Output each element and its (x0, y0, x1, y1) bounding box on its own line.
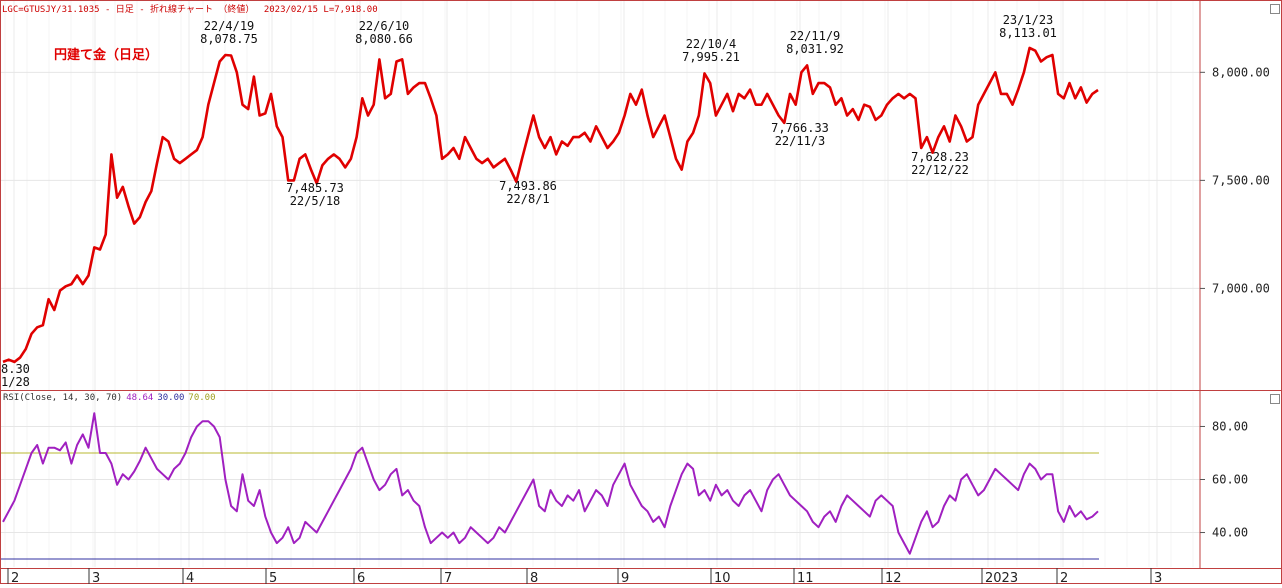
x-tick-label: 9 (621, 571, 629, 584)
annotation-date: 23/1/23 (1003, 13, 1054, 27)
top-scroll-button[interactable] (1270, 4, 1280, 14)
edge-label-date: 1/28 (1, 375, 30, 389)
x-tick-label: 3 (92, 571, 100, 584)
y-tick-label: 80.00 (1212, 419, 1248, 433)
y-tick-label: 40.00 (1212, 526, 1248, 540)
annotation-date: 22/6/10 (359, 19, 410, 33)
annotation-value: 7,493.86 (499, 179, 557, 193)
rsi-legend-low: 30.00 (157, 393, 185, 403)
x-tick-label: 2023 (985, 571, 1018, 584)
x-tick-label: 8 (530, 571, 538, 584)
annotation-value: 8,078.75 (200, 32, 258, 46)
chart-header: LGC=GTUSJY/31.1035 - 日足 - 折れ線チャート （終値） 2… (2, 2, 378, 15)
x-tick-label: 12 (885, 571, 902, 584)
annotation-date: 22/8/1 (506, 192, 549, 206)
y-tick-label: 8,000.00 (1212, 65, 1270, 79)
description-label: - 日足 - 折れ線チャート （終値） (104, 5, 255, 15)
series-lines (2, 46, 1099, 555)
annotation-value: 7,485.73 (286, 181, 344, 195)
rsi-legend: RSI(Close, 14, 30, 70) 48.64 30.00 70.00 (3, 393, 220, 403)
x-tick-label: 4 (186, 571, 194, 584)
x-tick-label: 10 (714, 571, 731, 584)
x-tick-label: 5 (269, 571, 277, 584)
annotation-date: 22/4/19 (204, 19, 255, 33)
rsi-legend-high: 70.00 (188, 393, 216, 403)
y-axis-labels: 8,000.00 7,500.00 7,000.00 80.00 60.00 40.00 (1200, 65, 1270, 540)
rsi-legend-value: 48.64 (126, 393, 154, 403)
annotation-value: 8,113.01 (999, 26, 1057, 40)
y-tick-label: 60.00 (1212, 473, 1248, 487)
y-tick-label: 7,500.00 (1212, 173, 1270, 187)
annotation-date: 22/5/18 (290, 194, 341, 208)
rsi-legend-prefix: RSI(Close, 14, 30, 70) (3, 393, 123, 403)
last-label: L=7,918.00 (323, 5, 378, 15)
annotation-value: 7,628.23 (911, 150, 969, 164)
price-line (2, 46, 1099, 364)
annotation-value: 7,766.33 (771, 121, 829, 135)
annotation-date: 22/12/22 (911, 163, 969, 177)
rsi-scroll-button[interactable] (1270, 394, 1280, 404)
annotation-date: 22/11/3 (775, 134, 826, 148)
x-tick-label: 11 (797, 571, 814, 584)
annotation-value: 8,080.66 (355, 32, 413, 46)
x-tick-label: 2 (1060, 571, 1068, 584)
x-tick-label: 2 (11, 571, 19, 584)
annotation-date: 22/10/4 (686, 37, 737, 51)
grid-lines (0, 1, 1200, 567)
rsi-bands (0, 452, 1099, 560)
x-tick-label: 6 (357, 571, 365, 584)
x-axis-labels: 2 3 4 5 6 7 8 9 10 11 12 2023 2 3 (7, 568, 1162, 586)
annotation-date: 22/11/9 (790, 29, 841, 43)
date-label: 2023/02/15 (263, 5, 318, 15)
annotation-value: 7,995.21 (682, 50, 740, 64)
annotation-value: 8,031.92 (786, 42, 844, 56)
price-annotations: 22/4/198,078.757,485.7322/5/1822/6/108,0… (1, 13, 1057, 389)
symbol-label: LGC=GTUSJY/31.1035 (2, 5, 100, 15)
x-tick-label: 7 (444, 571, 452, 584)
edge-label-value: 8.30 (1, 362, 30, 376)
y-tick-label: 7,000.00 (1212, 281, 1270, 295)
rsi-line (2, 412, 1099, 555)
chart-title: 円建て金（日足） (54, 48, 159, 63)
x-tick-label: 3 (1154, 571, 1162, 584)
